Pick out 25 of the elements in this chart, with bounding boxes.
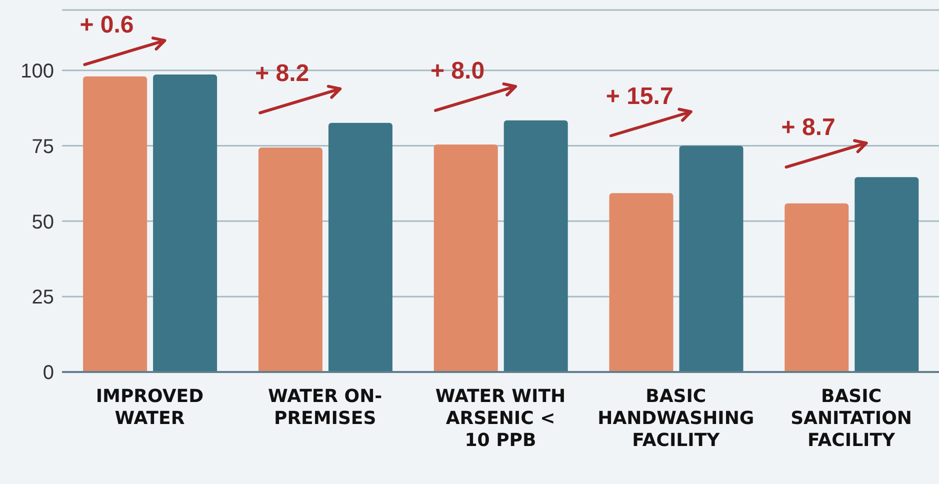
y-tick-label: 50	[32, 211, 54, 234]
annotation: + 8.7	[781, 114, 836, 142]
x-tick-label: IMPROVED WATER	[96, 386, 204, 429]
annotation: + 15.7	[606, 82, 674, 110]
bar	[328, 122, 392, 372]
y-tick-label: 25	[32, 286, 54, 309]
bar	[854, 177, 919, 372]
bar	[679, 146, 744, 372]
y-tick-label: 100	[20, 60, 54, 82]
x-tick-label: WATER ON-PREMISES	[268, 386, 382, 429]
bar	[784, 203, 849, 372]
x-tick-label: BASIC SANITATION FACILITY	[790, 386, 912, 451]
annotation: + 8.0	[430, 57, 485, 84]
annotation: + 0.6	[80, 12, 134, 39]
bar	[258, 148, 322, 372]
y-tick-label: 0	[42, 362, 54, 384]
bar	[504, 120, 568, 372]
bar	[153, 74, 218, 372]
bar	[434, 144, 498, 372]
y-tick-label: 75	[32, 136, 54, 158]
x-tick-label: BASIC HANDWASHING FACILITY	[598, 386, 754, 451]
x-tick-label: WATER WITH ARSENIC < 10 PPB	[435, 386, 566, 451]
bar	[83, 76, 148, 372]
bar	[609, 193, 674, 372]
annotation: + 8.2	[255, 60, 310, 87]
